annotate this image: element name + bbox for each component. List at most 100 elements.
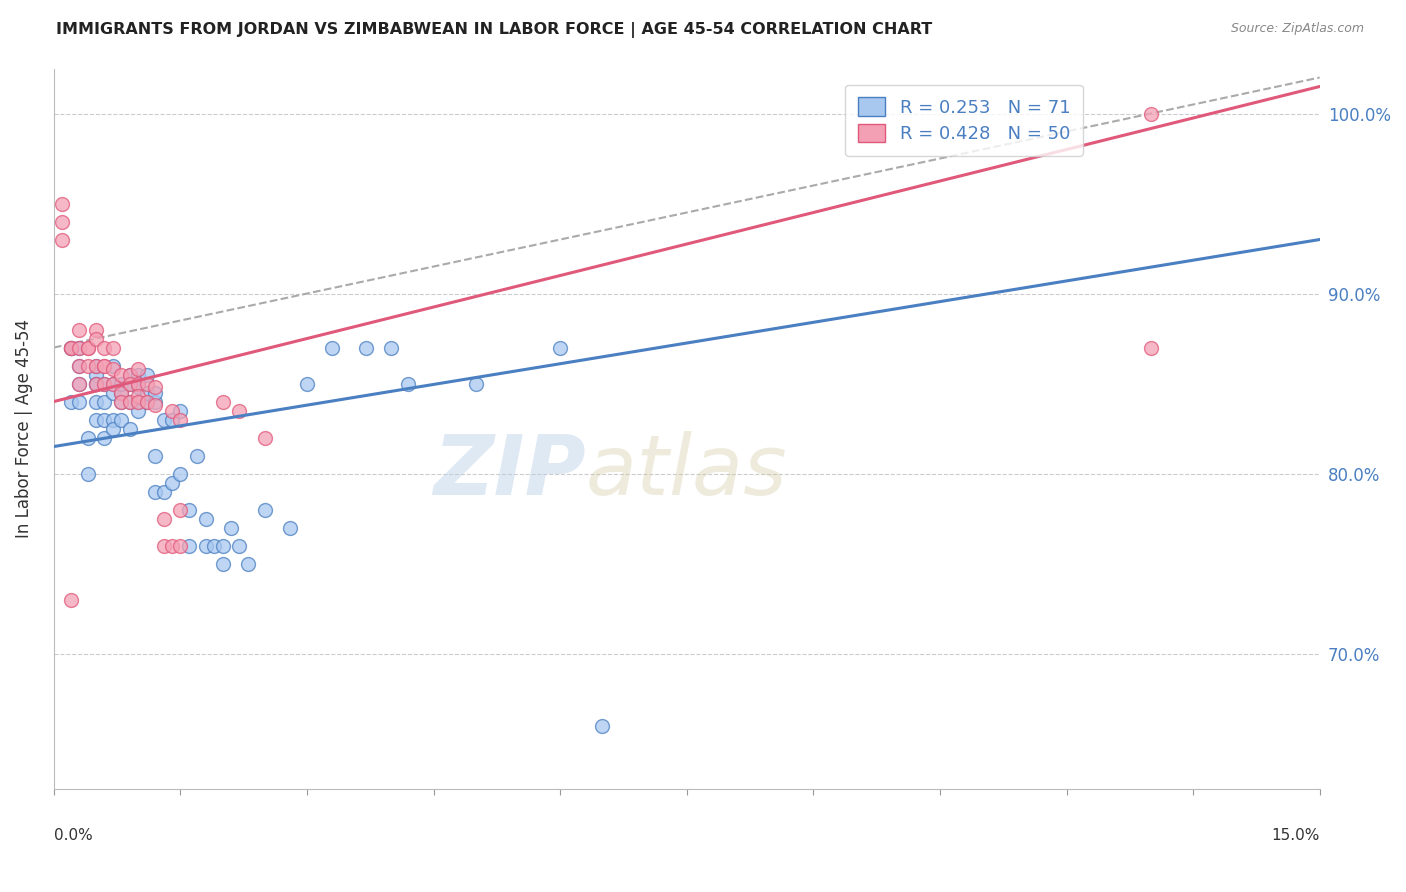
Point	[160, 539, 183, 553]
Point	[93, 394, 115, 409]
Point	[152, 484, 174, 499]
Point	[194, 539, 217, 553]
Point	[76, 359, 98, 373]
Point	[93, 359, 115, 373]
Point	[93, 341, 115, 355]
Point	[93, 359, 115, 373]
Point	[76, 341, 98, 355]
Point	[101, 376, 124, 391]
Point	[84, 359, 107, 373]
Point	[118, 368, 141, 382]
Point	[67, 376, 90, 391]
Point	[228, 403, 250, 417]
Point	[84, 322, 107, 336]
Point	[127, 389, 149, 403]
Point	[143, 398, 166, 412]
Point	[135, 368, 157, 382]
Point	[59, 394, 82, 409]
Point	[93, 431, 115, 445]
Point	[84, 359, 107, 373]
Point	[278, 520, 301, 534]
Point	[211, 394, 233, 409]
Point	[93, 376, 115, 391]
Point	[110, 412, 132, 426]
Point	[93, 376, 115, 391]
Point	[118, 421, 141, 435]
Point	[101, 412, 124, 426]
Point	[152, 511, 174, 525]
Point	[143, 484, 166, 499]
Point	[67, 376, 90, 391]
Point	[169, 403, 191, 417]
Point	[152, 539, 174, 553]
Point	[211, 539, 233, 553]
Point	[396, 376, 419, 391]
Point	[127, 380, 149, 394]
Point	[177, 539, 200, 553]
Point	[219, 520, 242, 534]
Point	[59, 341, 82, 355]
Point	[84, 376, 107, 391]
Point	[1140, 106, 1163, 120]
Point	[76, 431, 98, 445]
Point	[228, 539, 250, 553]
Point	[143, 385, 166, 400]
Point	[67, 341, 90, 355]
Point	[51, 233, 73, 247]
Point	[135, 376, 157, 391]
Point	[59, 341, 82, 355]
Point	[110, 394, 132, 409]
Point	[236, 557, 259, 571]
Point	[548, 341, 571, 355]
Point	[591, 718, 613, 732]
Point	[110, 368, 132, 382]
Point	[84, 332, 107, 346]
Point	[1140, 341, 1163, 355]
Text: 15.0%: 15.0%	[1271, 828, 1320, 843]
Text: 0.0%: 0.0%	[53, 828, 93, 843]
Point	[110, 385, 132, 400]
Point	[211, 557, 233, 571]
Point	[59, 341, 82, 355]
Point	[67, 394, 90, 409]
Point	[127, 394, 149, 409]
Point	[84, 376, 107, 391]
Point	[177, 502, 200, 516]
Point	[118, 368, 141, 382]
Point	[51, 214, 73, 228]
Point	[202, 539, 225, 553]
Point	[101, 341, 124, 355]
Point	[127, 394, 149, 409]
Point	[354, 341, 377, 355]
Point	[169, 412, 191, 426]
Point	[186, 449, 208, 463]
Point	[152, 412, 174, 426]
Point	[143, 394, 166, 409]
Point	[127, 376, 149, 391]
Point	[93, 412, 115, 426]
Point	[101, 376, 124, 391]
Point	[169, 502, 191, 516]
Point	[135, 394, 157, 409]
Point	[101, 385, 124, 400]
Point	[118, 376, 141, 391]
Text: atlas: atlas	[585, 431, 787, 512]
Point	[127, 376, 149, 391]
Point	[67, 359, 90, 373]
Text: Source: ZipAtlas.com: Source: ZipAtlas.com	[1230, 22, 1364, 36]
Y-axis label: In Labor Force | Age 45-54: In Labor Force | Age 45-54	[15, 319, 32, 538]
Text: IMMIGRANTS FROM JORDAN VS ZIMBABWEAN IN LABOR FORCE | AGE 45-54 CORRELATION CHAR: IMMIGRANTS FROM JORDAN VS ZIMBABWEAN IN …	[56, 22, 932, 38]
Point	[84, 394, 107, 409]
Point	[321, 341, 343, 355]
Point	[51, 196, 73, 211]
Point	[76, 341, 98, 355]
Point	[464, 376, 486, 391]
Point	[59, 341, 82, 355]
Point	[135, 394, 157, 409]
Point	[76, 467, 98, 481]
Point	[84, 368, 107, 382]
Point	[67, 359, 90, 373]
Point	[127, 368, 149, 382]
Point	[253, 502, 276, 516]
Point	[135, 385, 157, 400]
